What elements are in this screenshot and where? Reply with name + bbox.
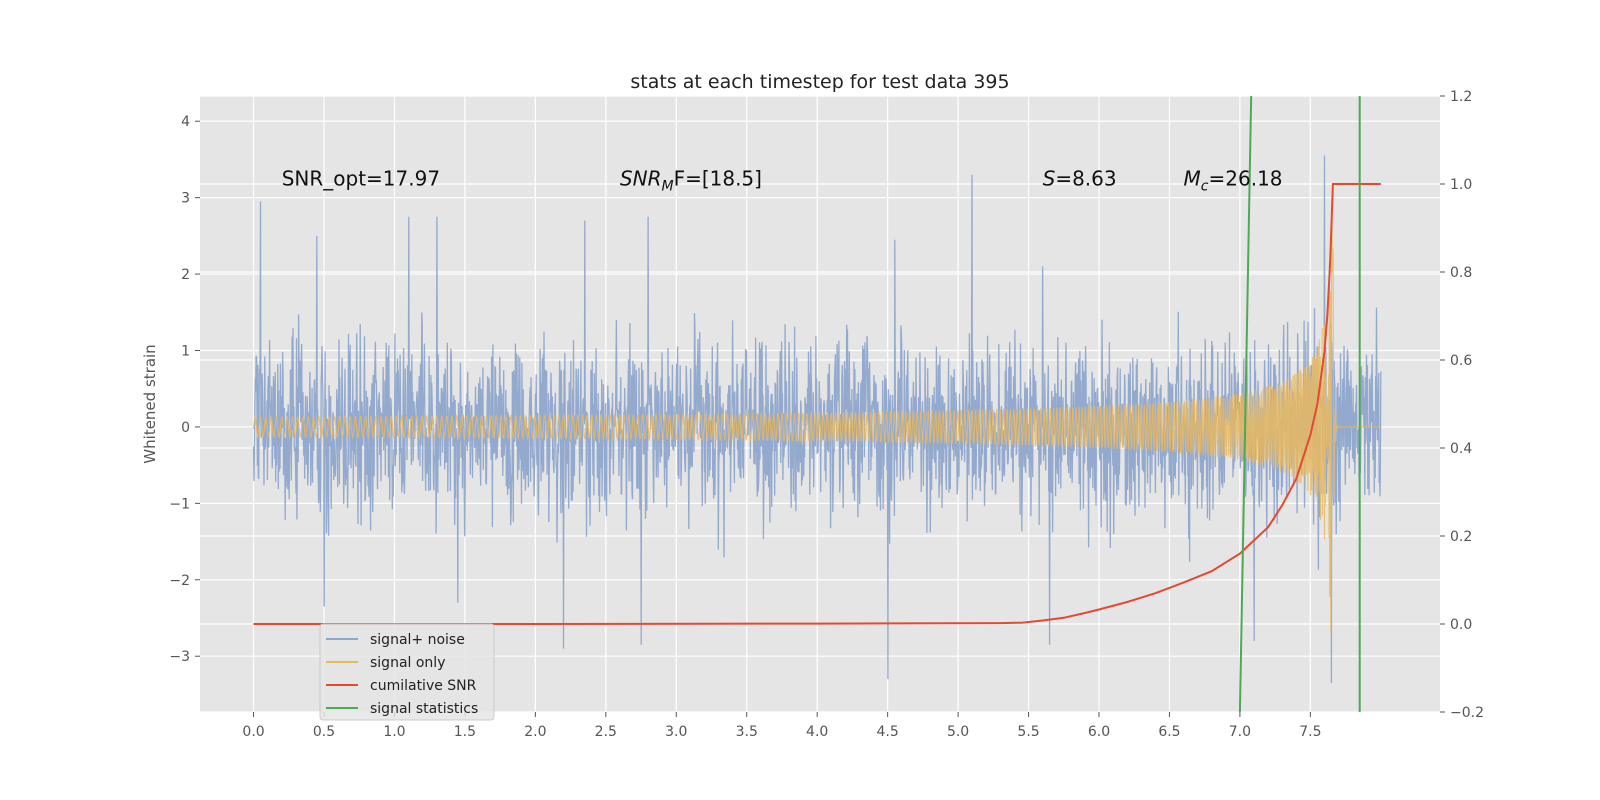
x-tick-label: 0.0: [242, 724, 264, 740]
y2-tick-label: 0.8: [1450, 265, 1472, 281]
x-tick-label: 6.0: [1088, 724, 1110, 740]
x-tick-label: 1.5: [454, 724, 476, 740]
y-tick-label: 3: [181, 191, 190, 207]
x-tick-label: 7.0: [1229, 724, 1251, 740]
axis-ticks: 0.0 0.5 1.0 1.5 2.0 2.5 3.0 3.5 4.0 4.5 5.0 5.5 6.0 6…: [169, 89, 1484, 740]
chart-title: stats at each timestep for test data 395: [630, 71, 1009, 93]
x-tick-label: 3.0: [665, 724, 687, 740]
signal-noise-series: [252, 155, 1382, 684]
y2-tick-label: 0.6: [1450, 353, 1472, 369]
annotation-text: S=8.63: [1043, 167, 1117, 191]
annotations: SNR_opt=17.97 SNRMF=[18.5] S=8.63 Mc=26.18: [282, 167, 1283, 195]
signal-only-line: [252, 199, 1381, 633]
x-tick-label: 4.5: [877, 724, 899, 740]
y-tick-label: 2: [181, 267, 190, 283]
x-tick-label: 2.0: [524, 724, 546, 740]
cumulative-snr-series: [253, 183, 1381, 625]
x-tick-label: 5.5: [1017, 724, 1039, 740]
x-tick-label: 3.5: [736, 724, 758, 740]
y-axis-label: Whitened strain: [141, 344, 159, 463]
annotation-text: SNR_opt=17.97: [282, 167, 440, 191]
signal-statistics-line: [1238, 95, 1253, 713]
x-tick-label: 2.5: [595, 724, 617, 740]
y-tick-label: 1: [181, 344, 190, 360]
y2-tick-label: 1.0: [1450, 177, 1472, 193]
legend-label-signal-only: signal only: [370, 655, 445, 671]
x-tick-label: 6.5: [1158, 724, 1180, 740]
x-tick-label: 4.0: [806, 724, 828, 740]
legend-label-signal-noise: signal+ noise: [370, 632, 465, 648]
legend-label-cumulative-snr: cumilative SNR: [370, 678, 477, 694]
signal-noise-line: [252, 155, 1382, 684]
signal-only-series: [252, 199, 1381, 633]
y2-tick-label: 1.2: [1450, 89, 1472, 105]
y-tick-label: 4: [181, 114, 190, 130]
y2-tick-label: 0.2: [1450, 529, 1472, 545]
legend: signal+ noise signal only cumilative SNR…: [319, 623, 495, 721]
x-tick-label: 5.0: [947, 724, 969, 740]
y-tick-label: −3: [169, 649, 190, 665]
y2-tick-label: 0.4: [1450, 441, 1472, 457]
cumulative-snr-line: [253, 183, 1381, 625]
y-tick-label: −1: [169, 496, 190, 512]
y2-tick-label: 0.0: [1450, 617, 1472, 633]
x-tick-label: 1.0: [383, 724, 405, 740]
y-tick-label: −2: [169, 573, 190, 589]
annotation-text: Mc=26.18: [1184, 167, 1283, 195]
annotation-text: SNRMF=[18.5]: [620, 167, 762, 195]
signal-statistics-series: [1238, 95, 1361, 713]
y-tick-label: 0: [181, 420, 190, 436]
x-tick-label: 0.5: [313, 724, 335, 740]
y2-tick-label: −0.2: [1450, 705, 1484, 721]
legend-label-signal-statistics: signal statistics: [370, 701, 478, 717]
legend-box: [319, 623, 495, 721]
x-tick-label: 7.5: [1299, 724, 1321, 740]
